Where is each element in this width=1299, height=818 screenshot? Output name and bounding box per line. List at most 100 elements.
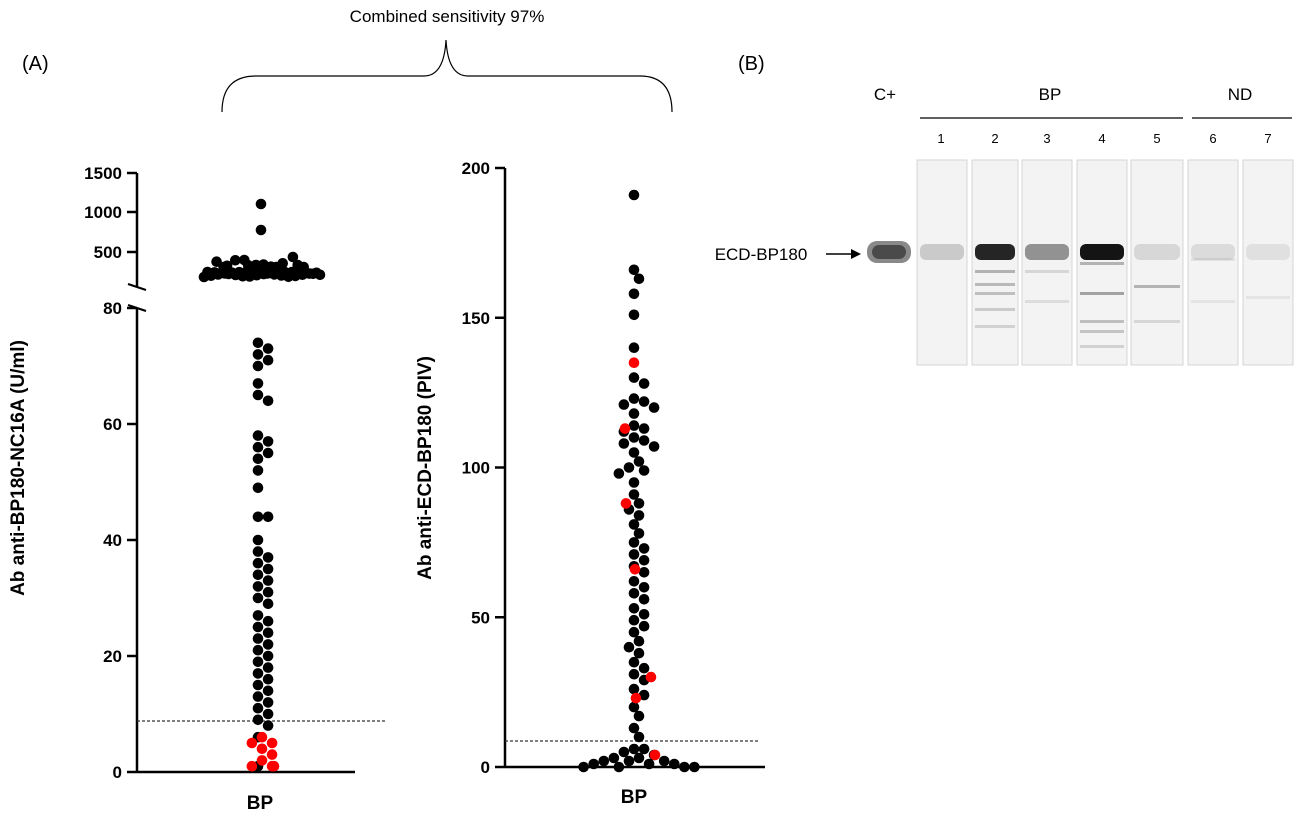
chart2-point — [628, 288, 640, 300]
chart1-point-upper — [287, 251, 299, 263]
chart2-point — [628, 309, 640, 321]
chart1-point — [252, 633, 264, 644]
chart2-point — [623, 462, 635, 473]
chart2-point — [628, 264, 640, 276]
blot-band-secondary — [1134, 285, 1180, 288]
chart1-point-upper — [255, 224, 267, 236]
chart1-point — [252, 511, 264, 523]
chart2-point — [628, 447, 640, 458]
chart1-point — [252, 430, 264, 441]
blot-band-secondary — [1025, 300, 1069, 303]
chart1-point-upper — [298, 261, 310, 273]
chart1-point — [252, 610, 264, 621]
chart2-point — [628, 489, 640, 500]
chart2-point-highlight — [619, 423, 631, 434]
chart2-point — [623, 755, 635, 767]
marker-label: ECD-BP180 — [715, 245, 808, 264]
chart2-point — [628, 477, 640, 488]
chart1-point — [262, 697, 274, 708]
chart1-point — [262, 343, 274, 354]
chart2-point — [679, 761, 690, 773]
chart1-point — [252, 668, 264, 679]
lane-number: 3 — [1043, 131, 1050, 146]
chart1-point — [262, 639, 274, 650]
chart1-point — [252, 453, 264, 465]
chart2-point — [633, 710, 645, 722]
chart1-point-upper — [221, 260, 233, 272]
chart2-point — [578, 761, 589, 773]
blot-band-secondary — [1080, 320, 1124, 323]
chart2-point-highlight — [630, 692, 642, 704]
chart1-point — [262, 511, 274, 523]
chart1-point — [252, 702, 264, 714]
chart2-point — [638, 378, 650, 389]
chart1-ytick-label: 60 — [103, 415, 122, 434]
blot-band-ecd — [920, 244, 964, 260]
blot-band-secondary — [975, 292, 1015, 295]
chart2-point — [628, 372, 640, 383]
blot-band-secondary — [975, 283, 1015, 286]
chart1-point-highlight — [256, 743, 268, 755]
marker-arrow-head — [851, 249, 861, 259]
chart1-point — [252, 569, 264, 581]
chart2-point — [618, 438, 630, 449]
chart2-point — [628, 420, 640, 431]
chart2-point — [628, 668, 640, 680]
chart2-point — [638, 594, 650, 605]
chart1-point — [252, 360, 264, 372]
chart1-point — [252, 534, 264, 546]
chart2-point — [638, 743, 650, 755]
chart2-point-highlight — [628, 357, 640, 369]
chart2-ytick-label: 100 — [462, 459, 490, 478]
chart1-point — [262, 575, 274, 586]
blot-band-secondary — [1191, 300, 1235, 303]
chart2-ylabel: Ab anti-ECD-BP180 (PIV) — [415, 356, 436, 580]
blot-band-ecd — [1025, 244, 1069, 260]
chart2-point-highlight — [629, 564, 641, 575]
chart1-ytick-label: 80 — [103, 299, 122, 318]
positive-control-label: C+ — [874, 85, 896, 104]
chart1-point — [262, 662, 274, 673]
blot-band-secondary — [1134, 320, 1180, 323]
chart2-point — [633, 635, 645, 647]
combined-bracket — [221, 39, 673, 113]
chart-ecd: Ab anti-ECD-BP180 (PIV) 0 50 100 150 200 BP — [415, 159, 765, 808]
panel-a-label: (A) — [22, 53, 49, 75]
chart1-ytick-label-upper: 1000 — [84, 203, 122, 222]
blot-band-secondary — [1191, 258, 1235, 261]
blot-lane — [1242, 159, 1294, 366]
chart1-point-upper — [242, 260, 254, 271]
lane-number: 4 — [1098, 131, 1105, 146]
chart-nc16a: Ab anti-BP180-NC16A (U/ml) 0 20 40 60 80 500 1… — [8, 164, 386, 814]
chart2-point — [628, 626, 640, 638]
chart1-point — [252, 441, 264, 453]
blot-band-ecd — [1191, 244, 1235, 260]
chart2-point — [633, 498, 645, 509]
chart2-point — [628, 743, 640, 755]
chart2-point — [628, 432, 640, 443]
chart2-point — [623, 641, 635, 653]
chart2-point — [633, 647, 645, 659]
blot-band-secondary — [1025, 270, 1069, 273]
chart2-point — [638, 555, 650, 566]
chart2-ytick-label: 0 — [481, 758, 490, 777]
lane-number: 7 — [1264, 131, 1271, 146]
blot-band-secondary — [1080, 345, 1124, 348]
chart2-ytick-label: 200 — [462, 159, 490, 178]
chart2-point — [643, 758, 655, 770]
chart1-point — [262, 563, 274, 575]
chart1-point-highlight — [246, 760, 258, 772]
chart1-point — [252, 714, 264, 726]
blot-band-ecd — [975, 244, 1015, 260]
chart1-axis-break-top — [127, 283, 147, 291]
chart2-point — [633, 510, 645, 521]
chart1-point — [252, 465, 264, 476]
blot-lane — [1130, 159, 1184, 366]
chart1-point-upper — [255, 198, 267, 210]
chart1-point-highlight — [256, 755, 268, 766]
blot-band-ecd — [1080, 244, 1124, 260]
chart1-point — [252, 621, 264, 633]
chart2-point — [598, 755, 610, 767]
chart1-ytick-label: 20 — [103, 647, 122, 666]
